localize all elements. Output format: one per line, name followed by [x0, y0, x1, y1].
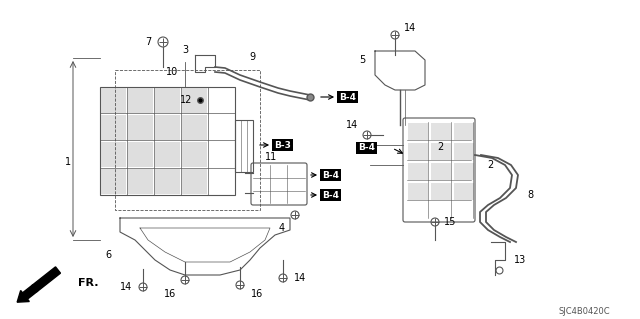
Text: 5: 5 — [359, 55, 365, 65]
Bar — [182, 169, 207, 194]
Bar — [128, 169, 153, 194]
Text: 15: 15 — [444, 217, 456, 227]
Text: 16: 16 — [164, 289, 176, 299]
Text: 3: 3 — [182, 45, 188, 55]
Bar — [408, 163, 428, 180]
Text: 14: 14 — [404, 23, 416, 33]
Bar — [101, 142, 126, 167]
Text: SJC4B0420C: SJC4B0420C — [558, 308, 610, 316]
Text: 14: 14 — [346, 120, 358, 130]
Text: 8: 8 — [527, 190, 533, 200]
Text: 13: 13 — [514, 255, 526, 265]
Bar — [128, 115, 153, 140]
Text: 14: 14 — [294, 273, 306, 283]
Bar — [454, 183, 474, 200]
Bar — [408, 143, 428, 160]
Text: B-4: B-4 — [339, 93, 356, 101]
FancyArrow shape — [17, 267, 60, 302]
Bar — [408, 183, 428, 200]
Bar — [431, 183, 451, 200]
Text: 2: 2 — [437, 142, 443, 152]
Text: B-4: B-4 — [322, 170, 339, 180]
Bar — [182, 115, 207, 140]
Text: 12: 12 — [180, 95, 192, 105]
Bar — [431, 163, 451, 180]
Text: 10: 10 — [166, 67, 178, 77]
Text: FR.: FR. — [78, 278, 99, 288]
Text: 14: 14 — [120, 282, 132, 292]
Text: 16: 16 — [251, 289, 263, 299]
Text: 1: 1 — [65, 157, 71, 167]
Bar — [155, 142, 180, 167]
Text: B-4: B-4 — [358, 144, 375, 152]
Bar — [431, 143, 451, 160]
Bar — [454, 143, 474, 160]
Text: 6: 6 — [105, 250, 111, 260]
Text: 4: 4 — [279, 223, 285, 233]
Text: 11: 11 — [265, 152, 277, 162]
Text: 9: 9 — [249, 52, 255, 62]
Bar — [115, 70, 260, 210]
Bar — [431, 123, 451, 140]
Text: 7: 7 — [145, 37, 151, 47]
Bar — [100, 87, 235, 195]
Bar — [101, 88, 126, 113]
Bar — [128, 88, 153, 113]
Bar — [128, 142, 153, 167]
Bar — [155, 88, 180, 113]
Text: B-4: B-4 — [322, 190, 339, 199]
Text: B-3: B-3 — [274, 140, 291, 150]
Bar — [155, 115, 180, 140]
Text: 2: 2 — [487, 160, 493, 170]
Bar — [235, 120, 253, 172]
Bar — [101, 115, 126, 140]
Bar — [454, 123, 474, 140]
Bar — [155, 169, 180, 194]
Bar — [408, 123, 428, 140]
Bar — [101, 169, 126, 194]
Bar — [182, 88, 207, 113]
Bar — [182, 142, 207, 167]
Bar — [454, 163, 474, 180]
